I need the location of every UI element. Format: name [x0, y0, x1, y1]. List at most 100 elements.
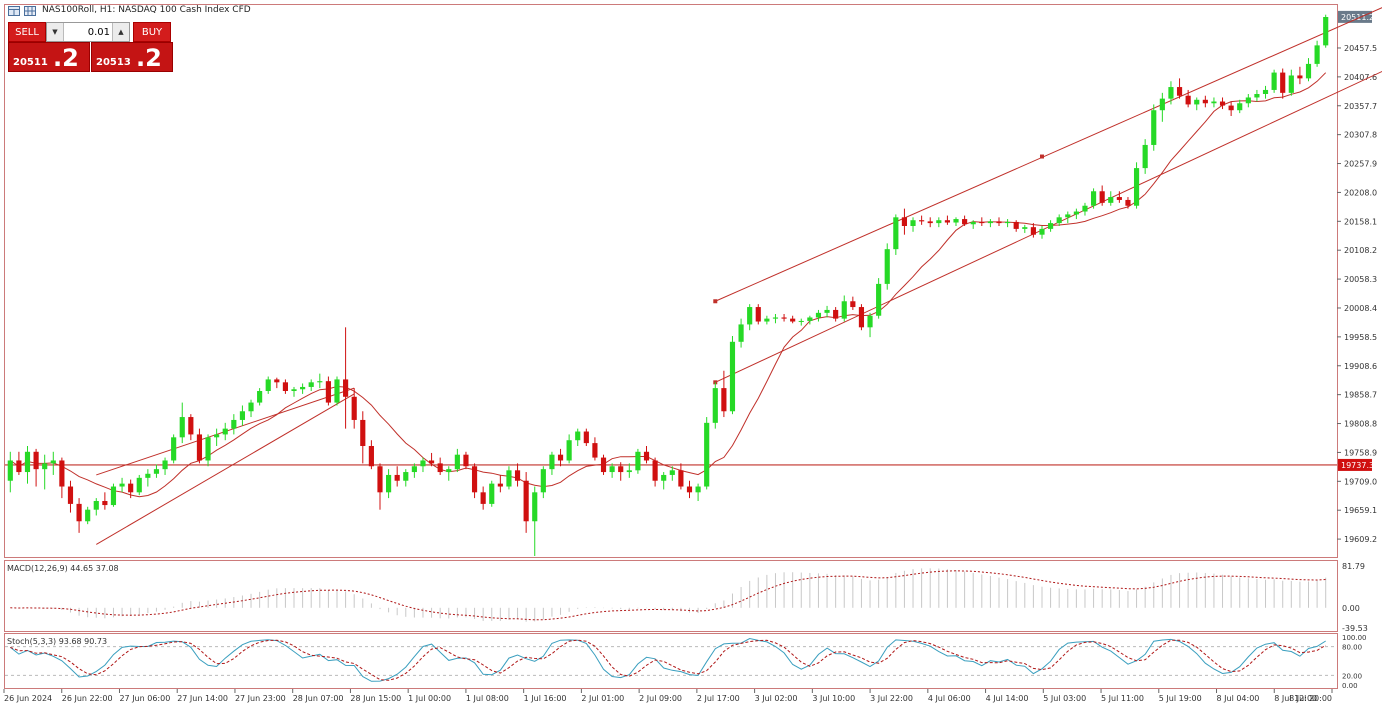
candle-body	[523, 480, 529, 522]
chart-border	[4, 4, 1338, 558]
candle-body	[437, 463, 443, 473]
sell-price-box[interactable]: 20511 .2	[8, 42, 90, 72]
volume-input[interactable]	[64, 23, 112, 41]
chart-window-icon	[8, 6, 20, 16]
buy-button[interactable]: BUY	[133, 22, 171, 42]
candle-body	[876, 283, 882, 316]
candle-body	[188, 417, 194, 435]
candle-body	[678, 470, 684, 487]
price-tick-label: 20158.1	[1344, 217, 1377, 226]
candle-body	[1056, 217, 1062, 224]
buy-price-box[interactable]: 20513 .2	[91, 42, 173, 72]
candle-body	[50, 460, 56, 464]
candle-body	[205, 437, 211, 461]
candle-body	[1005, 221, 1011, 224]
candle-body	[471, 466, 478, 493]
candle-body	[1262, 89, 1269, 94]
candle-body	[583, 431, 589, 444]
time-tick-label: 28 Jun 15:00	[350, 694, 401, 703]
candle-body	[790, 318, 796, 322]
buy-price-main: 20513	[96, 57, 131, 68]
chevron-down-icon: ▼	[52, 28, 58, 36]
candle-body	[721, 388, 727, 412]
candle-body	[1245, 97, 1251, 104]
candle-body	[592, 443, 598, 458]
price-tick-label: 20058.3	[1344, 275, 1377, 284]
moving-average	[10, 72, 1327, 498]
time-tick-label: 2 Jul 09:00	[639, 694, 682, 703]
channel-anchor-point	[1039, 154, 1044, 159]
candle-body	[179, 417, 185, 438]
stoch-main-line	[9, 637, 1326, 682]
candle-body	[1314, 45, 1320, 64]
candle-body	[497, 483, 503, 487]
candle-body	[463, 454, 469, 467]
candle-body	[1288, 75, 1294, 93]
price-tick-label: 19609.2	[1344, 535, 1377, 544]
candle-body	[635, 451, 641, 471]
candle-body	[824, 309, 830, 313]
candle-body	[1082, 205, 1088, 212]
sell-button[interactable]: SELL	[8, 22, 46, 42]
candle-body	[979, 221, 985, 224]
candle-body	[171, 437, 177, 461]
macd-scale-label: -39.53	[1342, 624, 1368, 633]
price-tick-label: 20357.7	[1344, 102, 1377, 111]
current-price-label: 20511.2	[1341, 13, 1374, 22]
moving-average-line	[10, 72, 1327, 498]
candle-body	[394, 474, 400, 481]
candle-body	[42, 463, 48, 470]
candle-body	[222, 428, 228, 435]
volume-decrease-button[interactable]: ▼	[47, 23, 64, 41]
candle-body	[1099, 191, 1105, 203]
candle-body	[695, 486, 701, 493]
candle-body	[944, 220, 950, 223]
candle-body	[1125, 199, 1131, 206]
candle-body	[893, 217, 899, 250]
candle-body	[1297, 75, 1303, 79]
candle-body	[1151, 110, 1157, 145]
candle-body	[480, 492, 486, 504]
time-tick-label: 8 Jul 20:00	[1289, 694, 1332, 703]
candle-body	[798, 320, 804, 322]
candles	[7, 14, 1329, 556]
volume-increase-button[interactable]: ▲	[112, 23, 129, 41]
time-axis: 26 Jun 2024 26 Jun 22:00 27 Jun 06:00 27 Ju…	[3, 689, 1333, 703]
time-tick-label: 5 Jul 11:00	[1101, 694, 1144, 703]
time-tick-label: 27 Jun 14:00	[177, 694, 228, 703]
channel-1-lower-line	[96, 393, 355, 545]
chart-title: NAS100Roll, H1: NASDAQ 100 Cash Index CF…	[42, 5, 251, 15]
stoch-label: Stoch(5,3,3) 93.68 90.73	[7, 637, 107, 646]
candle-body	[231, 419, 237, 429]
level-price-tag	[1338, 458, 1372, 471]
time-tick-label: 26 Jun 22:00	[62, 694, 113, 703]
candle-body	[1108, 197, 1114, 203]
candle-body	[300, 386, 306, 390]
candle-body	[282, 382, 288, 391]
channel-2-upper-line	[715, 7, 1382, 302]
macd-scale-label: 0.00	[1342, 604, 1360, 613]
candle-body	[1048, 223, 1054, 229]
price-tick-label: 19758.9	[1344, 448, 1377, 457]
candle-body	[987, 221, 993, 224]
candle-body	[738, 324, 744, 342]
candle-body	[377, 466, 383, 493]
candle-body	[128, 483, 134, 493]
candle-body	[850, 301, 856, 308]
candle-body	[755, 307, 761, 322]
candle-body	[67, 486, 74, 504]
macd-label: MACD(12,26,9) 44.65 37.08	[7, 564, 119, 573]
price-tick-label: 19958.5	[1344, 333, 1377, 342]
candle-body	[540, 469, 546, 493]
price-tick-label: 19808.8	[1344, 420, 1377, 429]
channel-anchor-point	[713, 299, 718, 304]
time-tick-label: 27 Jun 06:00	[119, 694, 170, 703]
candle-body	[532, 492, 538, 522]
stoch-scale-label: 0.00	[1342, 682, 1358, 690]
candle-body	[1142, 144, 1148, 169]
candle-body	[343, 379, 349, 397]
candle-body	[669, 470, 675, 475]
candle-body	[85, 509, 91, 522]
candle-body	[1159, 98, 1165, 111]
